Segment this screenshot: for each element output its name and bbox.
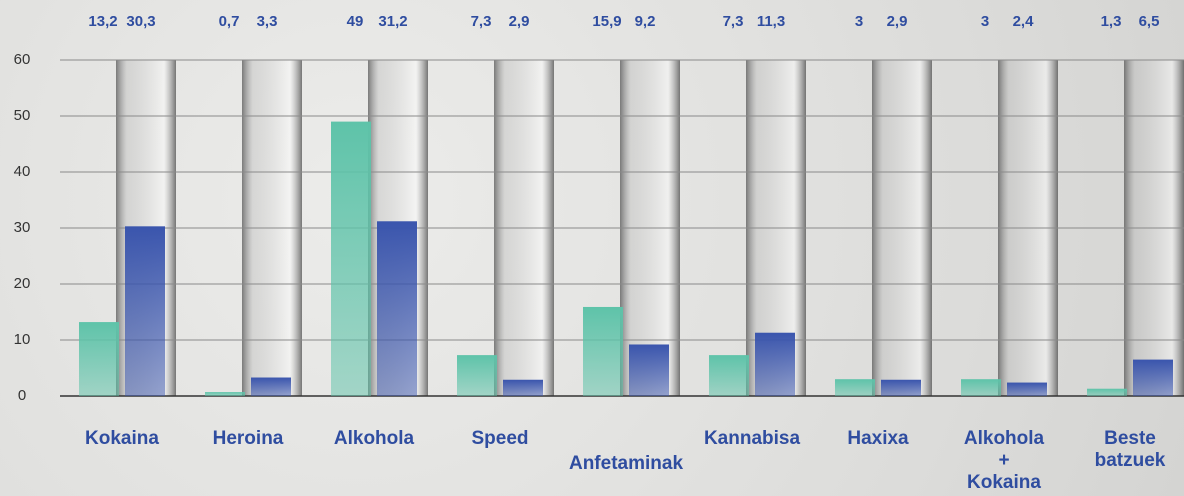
data-label: 3 (855, 13, 863, 30)
data-label: 3 (981, 13, 989, 30)
data-label: 3,3 (257, 13, 278, 30)
data-label: 0,7 (219, 13, 240, 30)
bar (205, 392, 245, 396)
bar (755, 332, 795, 396)
data-label: 49 (347, 13, 364, 30)
x-tick-label: Kokaina (85, 428, 159, 449)
bar (1133, 359, 1173, 396)
x-tick-label: Haxixa (847, 428, 909, 449)
y-tick-label: 60 (14, 51, 31, 68)
bar (583, 306, 623, 396)
bar (251, 377, 291, 396)
bar (835, 379, 875, 396)
y-tick-label: 0 (18, 387, 26, 404)
data-label: 2,4 (1013, 13, 1035, 30)
x-tick-label: Heroina (212, 428, 284, 449)
bar (961, 379, 1001, 396)
bar (1087, 388, 1127, 396)
data-label: 31,2 (378, 13, 407, 30)
data-label: 2,9 (887, 13, 908, 30)
bar (629, 344, 669, 396)
bar (377, 221, 417, 396)
bar (125, 226, 165, 396)
data-label: 9,2 (635, 13, 656, 30)
data-label: 30,3 (126, 13, 155, 30)
data-label: 13,2 (88, 13, 117, 30)
data-label: 1,3 (1101, 13, 1122, 30)
bar (457, 355, 497, 396)
y-tick-label: 20 (14, 275, 31, 292)
x-tick-label: Speed (471, 428, 529, 449)
x-tick-label: Anfetaminak (568, 453, 684, 474)
bar (709, 355, 749, 396)
y-tick-label: 50 (14, 107, 31, 124)
data-label: 15,9 (592, 13, 621, 30)
x-tick-label: Alkohola + Kokaina (963, 428, 1045, 493)
data-label: 7,3 (471, 13, 492, 30)
y-tick-label: 40 (14, 163, 31, 180)
bar (1007, 382, 1047, 396)
data-label: 2,9 (509, 13, 530, 30)
data-label: 11,3 (757, 13, 785, 30)
x-tick-label: Beste batzuek (1094, 428, 1166, 471)
bar (503, 379, 543, 396)
data-label: 6,5 (1139, 13, 1160, 30)
data-label: 7,3 (723, 13, 744, 30)
bar (79, 322, 119, 396)
x-tick-label: Alkohola (333, 428, 415, 449)
x-tick-label: Kannabisa (703, 428, 801, 449)
bar (331, 121, 371, 396)
y-tick-label: 30 (14, 219, 31, 236)
bar (881, 379, 921, 396)
y-tick-label: 10 (14, 331, 31, 348)
